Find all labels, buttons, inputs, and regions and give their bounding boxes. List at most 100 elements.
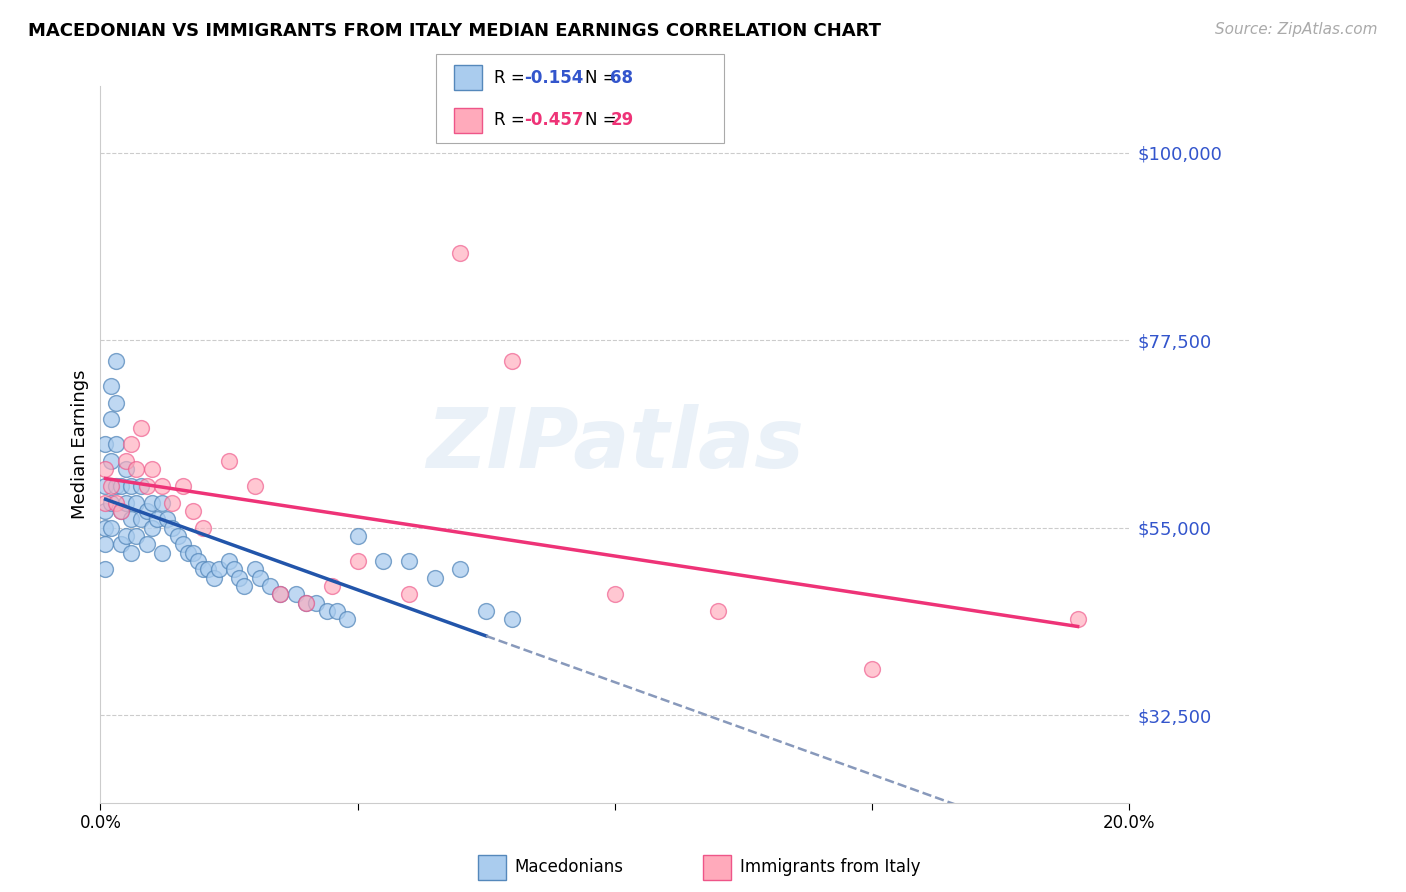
Point [181, 546, 204, 560]
Point [1066, 612, 1088, 626]
Point [150, 496, 173, 510]
Point [131, 512, 153, 526]
Point [187, 554, 209, 568]
Point [100, 521, 122, 535]
Point [346, 554, 368, 568]
Text: Immigrants from Italy: Immigrants from Italy [740, 858, 920, 876]
Point [110, 479, 132, 493]
Point [94, 496, 117, 510]
Point [177, 546, 200, 560]
Point [135, 479, 157, 493]
Text: N =: N = [585, 69, 621, 87]
Text: R =: R = [494, 112, 530, 129]
Point [336, 612, 359, 626]
Text: 68: 68 [610, 69, 633, 87]
Point [193, 521, 215, 535]
Point [110, 504, 132, 518]
Point [94, 462, 117, 476]
Point [166, 529, 188, 543]
Point [104, 479, 127, 493]
Point [172, 537, 194, 551]
Point [197, 562, 219, 576]
Point [120, 437, 142, 451]
Point [94, 479, 117, 493]
Text: 29: 29 [610, 112, 634, 129]
Point [141, 462, 163, 476]
Point [181, 504, 204, 518]
Point [115, 454, 138, 468]
Point [860, 662, 883, 676]
Point [202, 571, 225, 585]
Point [172, 479, 194, 493]
Point [259, 579, 281, 593]
Point [94, 521, 117, 535]
Point [321, 579, 343, 593]
Point [243, 479, 266, 493]
Point [269, 587, 291, 601]
Point [104, 437, 127, 451]
Point [131, 479, 153, 493]
Point [193, 562, 215, 576]
Point [249, 571, 271, 585]
Y-axis label: Median Earnings: Median Earnings [72, 369, 89, 519]
Point [115, 462, 138, 476]
Point [100, 479, 122, 493]
Text: ZIPatlas: ZIPatlas [426, 404, 804, 485]
Point [398, 587, 420, 601]
Point [150, 546, 173, 560]
Point [449, 246, 471, 260]
Point [706, 604, 728, 618]
Point [100, 496, 122, 510]
Point [104, 354, 127, 368]
Text: Macedonians: Macedonians [515, 858, 624, 876]
Point [110, 537, 132, 551]
Point [115, 496, 138, 510]
Point [243, 562, 266, 576]
Point [150, 479, 173, 493]
Point [110, 504, 132, 518]
Point [501, 354, 523, 368]
Point [315, 604, 337, 618]
Point [305, 596, 328, 610]
Point [94, 504, 117, 518]
Point [449, 562, 471, 576]
Point [125, 462, 148, 476]
Point [295, 596, 318, 610]
Point [115, 529, 138, 543]
Point [162, 521, 184, 535]
Point [120, 546, 142, 560]
Point [156, 512, 179, 526]
Point [295, 596, 318, 610]
Point [141, 521, 163, 535]
Point [135, 537, 157, 551]
Point [100, 412, 122, 426]
Text: N =: N = [585, 112, 621, 129]
Point [208, 562, 231, 576]
Text: R =: R = [494, 69, 530, 87]
Point [501, 612, 523, 626]
Point [398, 554, 420, 568]
Point [120, 512, 142, 526]
Point [125, 496, 148, 510]
Point [162, 496, 184, 510]
Point [135, 504, 157, 518]
Text: -0.154: -0.154 [524, 69, 583, 87]
Text: MACEDONIAN VS IMMIGRANTS FROM ITALY MEDIAN EARNINGS CORRELATION CHART: MACEDONIAN VS IMMIGRANTS FROM ITALY MEDI… [28, 22, 882, 40]
Point [100, 379, 122, 393]
Point [100, 454, 122, 468]
Point [284, 587, 307, 601]
Point [603, 587, 626, 601]
Point [131, 421, 153, 435]
Text: Source: ZipAtlas.com: Source: ZipAtlas.com [1215, 22, 1378, 37]
Point [125, 529, 148, 543]
Point [120, 479, 142, 493]
Point [94, 537, 117, 551]
Point [423, 571, 446, 585]
Point [218, 554, 240, 568]
Point [346, 529, 368, 543]
Text: -0.457: -0.457 [524, 112, 583, 129]
Point [104, 396, 127, 410]
Point [94, 437, 117, 451]
Point [104, 496, 127, 510]
Point [228, 571, 250, 585]
